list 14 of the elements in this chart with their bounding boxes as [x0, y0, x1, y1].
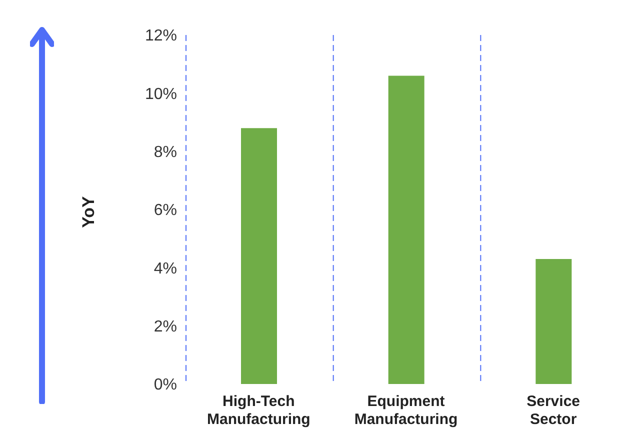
- bar: [388, 76, 424, 384]
- x-tick-label: Equipment Manufacturing: [354, 393, 458, 428]
- y-tick-label: 0%: [154, 376, 177, 394]
- y-axis-title: YoY: [79, 196, 99, 228]
- y-tick-label: 6%: [154, 202, 177, 220]
- y-tick-label: 2%: [154, 318, 177, 336]
- x-tick-label: Service Sector: [526, 393, 580, 428]
- bar: [536, 258, 572, 384]
- y-tick-label: 4%: [154, 260, 177, 278]
- bar: [241, 128, 277, 384]
- y-tick-label: 8%: [154, 144, 177, 162]
- y-tick-label: 10%: [144, 86, 177, 103]
- x-tick-label: High-Tech Manufacturing: [206, 393, 310, 428]
- y-tick-label: 12%: [144, 28, 177, 45]
